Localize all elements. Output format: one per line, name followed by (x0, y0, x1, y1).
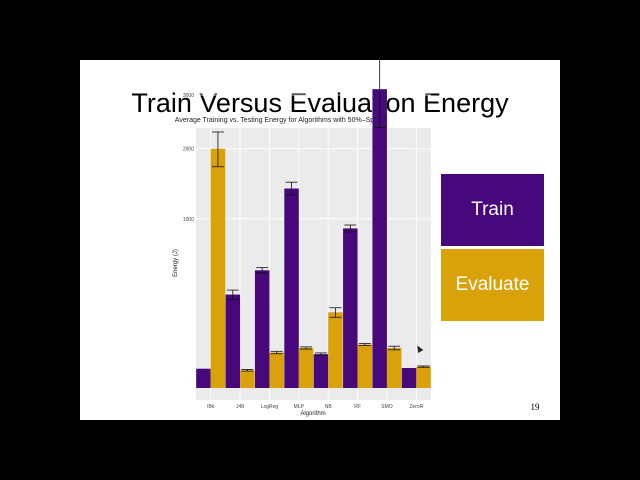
slide: Train Versus Evaluation Energy Average T… (80, 60, 560, 420)
bar (313, 354, 329, 388)
bar (269, 352, 284, 388)
bar-chart: Average Training vs. Testing Energy for … (173, 60, 431, 417)
x-tick-label: IBk (207, 404, 215, 410)
bar (401, 367, 417, 388)
bar (254, 270, 270, 388)
bar (196, 368, 211, 388)
y-tick-label: 1000 (183, 217, 194, 223)
bar (298, 347, 314, 388)
legend-train: Train (441, 174, 544, 246)
x-tick-label: NB (325, 404, 333, 410)
bar (386, 347, 402, 388)
x-tick-label: MLP (294, 404, 305, 410)
bar (284, 188, 299, 388)
x-tick-label: SMO (381, 404, 393, 410)
bar (225, 294, 241, 388)
bar (343, 228, 358, 388)
bar (210, 148, 226, 388)
x-axis-label: Algorithm (300, 411, 325, 417)
slide-title: Train Versus Evaluation Energy (131, 88, 509, 118)
x-tick-label: LogReg (261, 404, 279, 410)
bar (357, 344, 373, 388)
bar (328, 312, 343, 388)
chart-title: Average Training vs. Testing Energy for … (175, 117, 379, 124)
bar (372, 89, 387, 389)
x-tick-label: RF (354, 404, 361, 410)
y-axis-label: Energy (J) (173, 249, 179, 277)
y-tick-label: 2000 (183, 147, 194, 153)
legend-evaluate: Evaluate (441, 249, 544, 321)
bar (416, 366, 431, 388)
bar (240, 370, 255, 388)
x-tick-label: J48 (236, 404, 244, 410)
page-number: 19 (530, 402, 540, 412)
x-tick-label: ZeroR (409, 404, 423, 410)
y-tick-label: 3000 (183, 93, 194, 99)
